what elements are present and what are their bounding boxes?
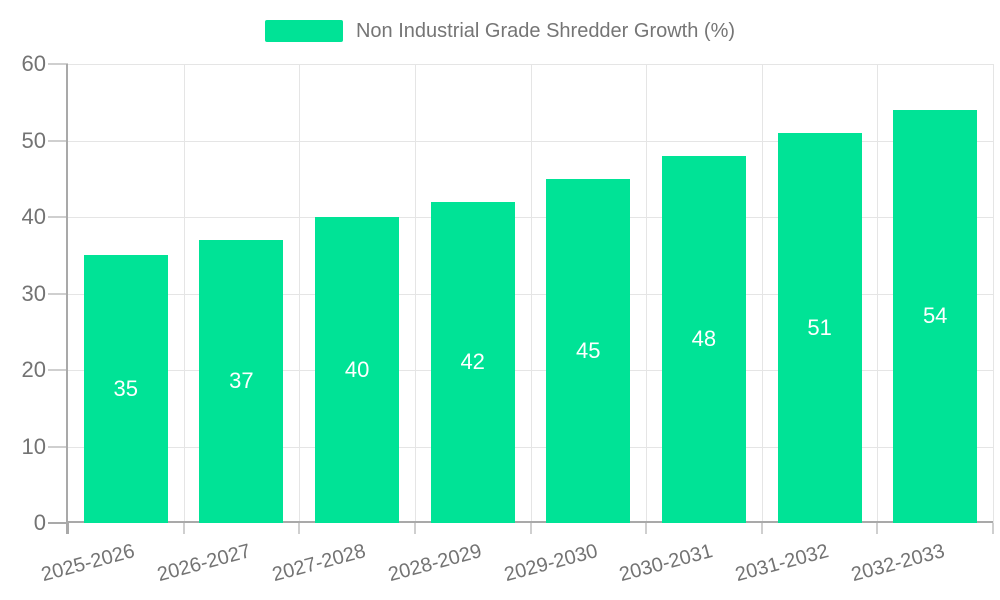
bar-value-label: 48 — [691, 326, 717, 352]
bar-value-label: 35 — [113, 376, 139, 402]
x-tick-label: 2025-2026 — [39, 540, 138, 587]
bar[interactable]: 54 — [893, 109, 978, 523]
bar-value-label: 40 — [344, 357, 370, 382]
x-tick-mark — [645, 523, 648, 534]
y-tick-mark — [48, 292, 68, 295]
bar[interactable]: 42 — [430, 201, 515, 523]
x-tick-label: 2032-2033 — [848, 540, 947, 587]
bar[interactable]: 51 — [777, 132, 862, 523]
bar[interactable]: 45 — [546, 178, 631, 524]
bar[interactable]: 48 — [661, 155, 746, 523]
legend-label: Non Industrial Grade Shredder Growth (%) — [355, 19, 736, 42]
bar-value-label: 42 — [460, 349, 485, 375]
bar[interactable]: 35 — [83, 255, 168, 524]
y-tick-label: 20 — [21, 357, 46, 382]
y-tick-label: 50 — [21, 127, 46, 153]
x-gridline — [993, 64, 994, 523]
x-tick-label: 2027-2028 — [270, 540, 369, 587]
bar-value-label: 54 — [922, 303, 948, 329]
x-tick-mark — [529, 523, 532, 534]
x-tick-label: 2026-2027 — [154, 540, 253, 587]
y-tick-label: 10 — [21, 433, 46, 459]
x-gridline — [299, 64, 301, 523]
x-tick-mark — [182, 523, 185, 534]
bar-value-label: 51 — [807, 314, 832, 340]
x-tick-mark — [760, 523, 763, 534]
x-gridline — [761, 64, 763, 523]
y-tick-mark — [48, 139, 68, 142]
x-tick-label: 2028-2029 — [386, 540, 485, 587]
y-tick-mark — [48, 522, 68, 524]
bar-value-label: 37 — [229, 368, 254, 394]
y-axis-line — [66, 64, 68, 534]
x-tick-label: 2029-2030 — [501, 540, 600, 587]
y-tick-label: 30 — [21, 280, 46, 306]
bar[interactable]: 37 — [199, 239, 284, 523]
x-gridline — [646, 64, 648, 523]
x-tick-mark — [298, 523, 301, 534]
x-tick-mark — [876, 523, 879, 534]
y-tick-mark — [48, 445, 68, 448]
x-gridline — [877, 64, 879, 523]
y-tick-label: 40 — [21, 204, 46, 229]
y-tick-label: 0 — [33, 510, 46, 535]
legend-swatch — [264, 20, 343, 42]
y-tick-mark — [48, 216, 68, 218]
y-tick-mark — [48, 63, 68, 65]
legend[interactable]: Non Industrial Grade Shredder Growth (%) — [0, 17, 1000, 45]
x-tick-mark — [992, 523, 994, 534]
x-tick-label: 2030-2031 — [617, 540, 716, 587]
x-tick-mark — [67, 523, 69, 534]
y-tick-mark — [48, 369, 68, 371]
bar-value-label: 45 — [576, 337, 601, 363]
y-tick-label: 60 — [21, 51, 46, 76]
x-gridline — [530, 64, 532, 523]
x-tick-label: 2031-2032 — [732, 540, 832, 587]
x-gridline — [414, 64, 416, 523]
x-tick-mark — [413, 523, 416, 534]
x-axis-line — [68, 521, 993, 523]
bar[interactable]: 40 — [315, 217, 400, 523]
x-gridline — [183, 64, 185, 523]
